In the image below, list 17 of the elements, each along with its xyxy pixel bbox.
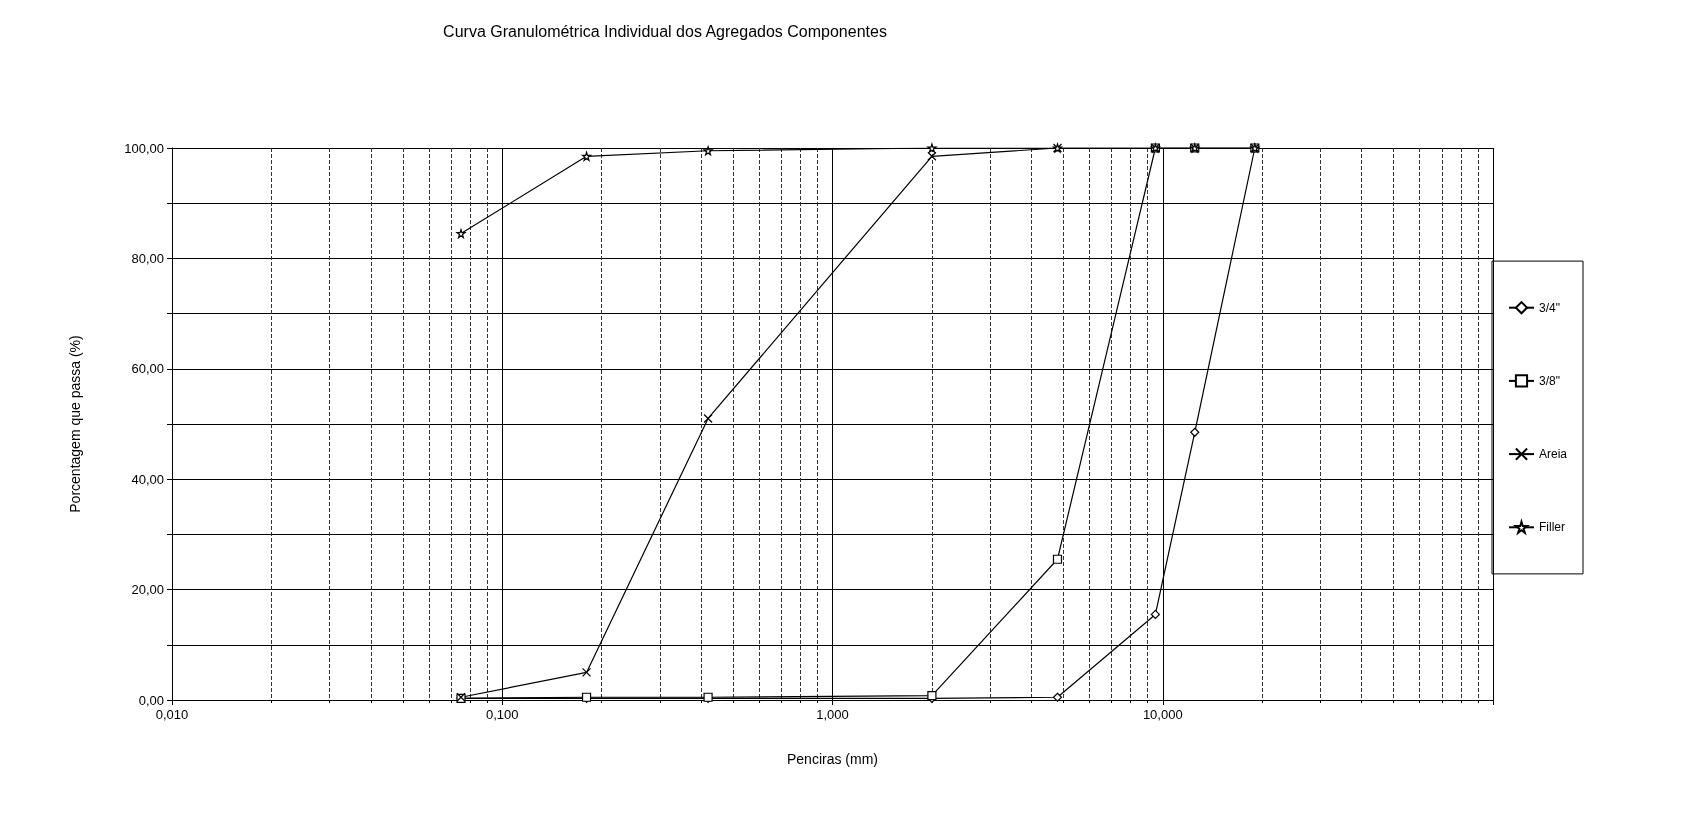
x-tick-label: 0,100 — [485, 707, 519, 722]
y-axis-title: Porcentagem que passa (%) — [67, 335, 83, 513]
x-tick-label: 10,000 — [1142, 707, 1183, 722]
y-tick-label: 20,00 — [131, 582, 164, 598]
legend-label: Filler — [1538, 520, 1565, 535]
y-tick-label: 40,00 — [131, 471, 164, 487]
x-axis-title: Penciras (mm) — [786, 751, 879, 767]
x-tick-label: 1,000 — [816, 707, 849, 722]
chart-title: Curva Granulométrica Individual dos Agregados Componentes — [443, 22, 887, 40]
y-tick-label: 100,00 — [124, 140, 164, 156]
y-tick-label: 0,00 — [138, 692, 164, 708]
y-tick-label: 80,00 — [131, 250, 164, 266]
x-tick-label: 0,010 — [155, 707, 189, 722]
y-tick-label: 60,00 — [131, 361, 164, 377]
legend-label: 3/4" — [1538, 300, 1560, 315]
legend-label: 3/8" — [1538, 373, 1560, 388]
legend-label: Areia — [1538, 447, 1568, 462]
